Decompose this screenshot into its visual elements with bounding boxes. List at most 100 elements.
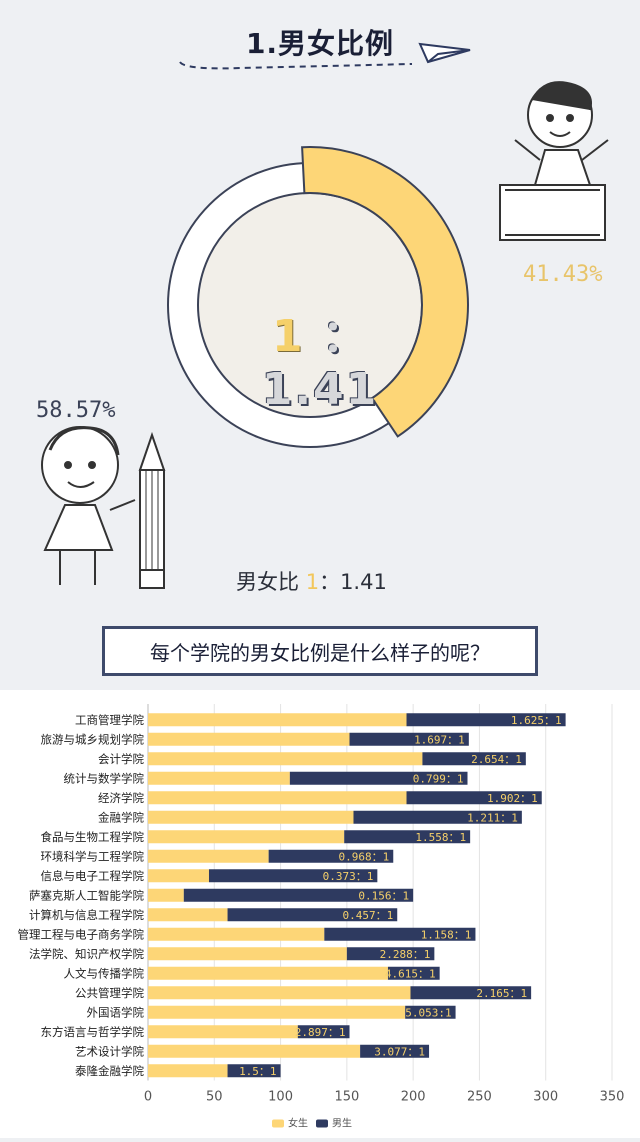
title-dashed-line [179, 61, 413, 70]
boy-doodle-icon [41, 426, 136, 585]
category-label: 公共管理学院 [75, 986, 144, 1000]
category-label: 环境科学与工程学院 [41, 849, 145, 863]
bar-female [148, 732, 350, 746]
bar-female [148, 810, 354, 824]
x-tick-label: 0 [144, 1090, 152, 1105]
girl-doodle-icon [499, 81, 609, 241]
college-ratio-chart: 0 50 100 150 200 250 300 350 工商管理学院 1.625：1 旅游与城乡规… [18, 704, 624, 1130]
category-label: 会计学院 [98, 752, 144, 766]
data-label: 0.373：1 [323, 870, 374, 883]
legend-swatch [316, 1119, 328, 1128]
bar-male [405, 1005, 456, 1019]
gender-ratio-right: 1.41 [340, 570, 387, 594]
legend-label: 男生 [332, 1117, 352, 1130]
bar-female [148, 713, 407, 727]
donut-female-arc [301, 146, 469, 438]
bar-female [148, 830, 345, 844]
bar-female [148, 752, 423, 766]
pencil-icon [138, 431, 166, 589]
category-label: 旅游与城乡规划学院 [41, 732, 145, 746]
gender-donut [167, 146, 469, 448]
data-label: 1.5：1 [239, 1065, 277, 1078]
category-label: 金融学院 [98, 810, 144, 824]
female-percent-label: 41.43% [523, 262, 603, 287]
bar-male [324, 927, 476, 941]
bar-male [227, 1064, 281, 1078]
data-label: 1.697：1 [414, 733, 465, 746]
bar-female [148, 869, 209, 883]
bar-male [353, 810, 522, 824]
bar-female [148, 1005, 406, 1019]
ratio-male-value: 1.41 [261, 364, 379, 415]
bar-female [148, 1044, 361, 1058]
bar-male [183, 888, 414, 902]
bar-male [360, 1044, 430, 1058]
college-ratio-chart-panel: 0 50 100 150 200 250 300 350 工商管理学院 1.625：1 旅游与城乡规… [0, 690, 640, 1138]
bar-male [208, 869, 378, 883]
legend-label: 女生 [288, 1117, 308, 1130]
data-label: 1.625：1 [511, 714, 562, 727]
category-label: 食品与生物工程学院 [41, 830, 145, 844]
donut-section [41, 42, 609, 589]
bar-male [410, 986, 532, 1000]
page-title: 1.男女比例 [245, 27, 395, 60]
category-label: 统计与数学学院 [64, 771, 145, 785]
bar-female [148, 849, 269, 863]
category-label: 外国语学院 [87, 1005, 145, 1019]
data-label: 2.897：1 [295, 1026, 346, 1039]
donut-center-ratio: 1 ： 1.41 [220, 300, 420, 415]
bar-male [422, 752, 526, 766]
bar-female [148, 927, 325, 941]
bar-female [148, 986, 411, 1000]
data-label: 0.799：1 [413, 772, 464, 785]
data-label: 4.615：1 [385, 967, 436, 980]
gender-ratio-left: 1 [305, 570, 320, 594]
question-text: 每个学院的男女比例是什么样子的呢？ [150, 640, 490, 665]
ratio-female-value: 1 [272, 311, 305, 362]
x-tick-label: 200 [401, 1090, 426, 1105]
category-label: 萨塞克斯人工智能学院 [29, 888, 144, 902]
bar-male [349, 732, 469, 746]
data-label: 3.077：1 [374, 1045, 425, 1058]
bar-female [148, 771, 290, 785]
data-label: 0.457：1 [342, 909, 393, 922]
bar-male [227, 908, 398, 922]
bar-female [148, 966, 388, 980]
ratio-separator: ： [321, 311, 368, 362]
bar-female [148, 1064, 228, 1078]
category-label: 泰隆金融学院 [75, 1064, 144, 1078]
male-percent-label: 58.57% [36, 398, 116, 423]
bar-female [148, 791, 407, 805]
bar-female [148, 908, 228, 922]
data-label: 2.165：1 [476, 987, 527, 1000]
category-label: 艺术设计学院 [75, 1044, 144, 1058]
x-tick-label: 50 [206, 1090, 223, 1105]
category-label: 管理工程与电子商务学院 [18, 927, 145, 941]
bar-male [406, 791, 542, 805]
bar-male [297, 1025, 350, 1039]
bar-male [289, 771, 468, 785]
x-tick-label: 300 [533, 1090, 558, 1105]
data-label: 1.902：1 [487, 792, 538, 805]
data-label: 1.558：1 [415, 831, 466, 844]
bar-male [346, 947, 435, 961]
bar-female [148, 888, 184, 902]
data-label: 0.968：1 [339, 850, 390, 863]
category-label: 东方语言与哲学学院 [41, 1025, 145, 1039]
bar-male [387, 966, 440, 980]
category-label: 法学院、知识产权学院 [29, 947, 144, 961]
data-label: 2.288：1 [380, 948, 431, 961]
x-tick-label: 100 [268, 1090, 293, 1105]
bar-female [148, 947, 347, 961]
data-label: 1.158：1 [421, 928, 472, 941]
category-label: 工商管理学院 [75, 713, 144, 727]
gender-ratio-sep: ： [319, 570, 341, 594]
legend-swatch [272, 1119, 284, 1128]
data-label: 2.654：1 [471, 753, 522, 766]
data-label: 1.211：1 [467, 811, 518, 824]
category-label: 人文与传播学院 [64, 966, 145, 980]
bar-male [406, 713, 566, 727]
data-label: 0.156：1 [358, 889, 409, 902]
x-tick-label: 250 [467, 1090, 492, 1105]
